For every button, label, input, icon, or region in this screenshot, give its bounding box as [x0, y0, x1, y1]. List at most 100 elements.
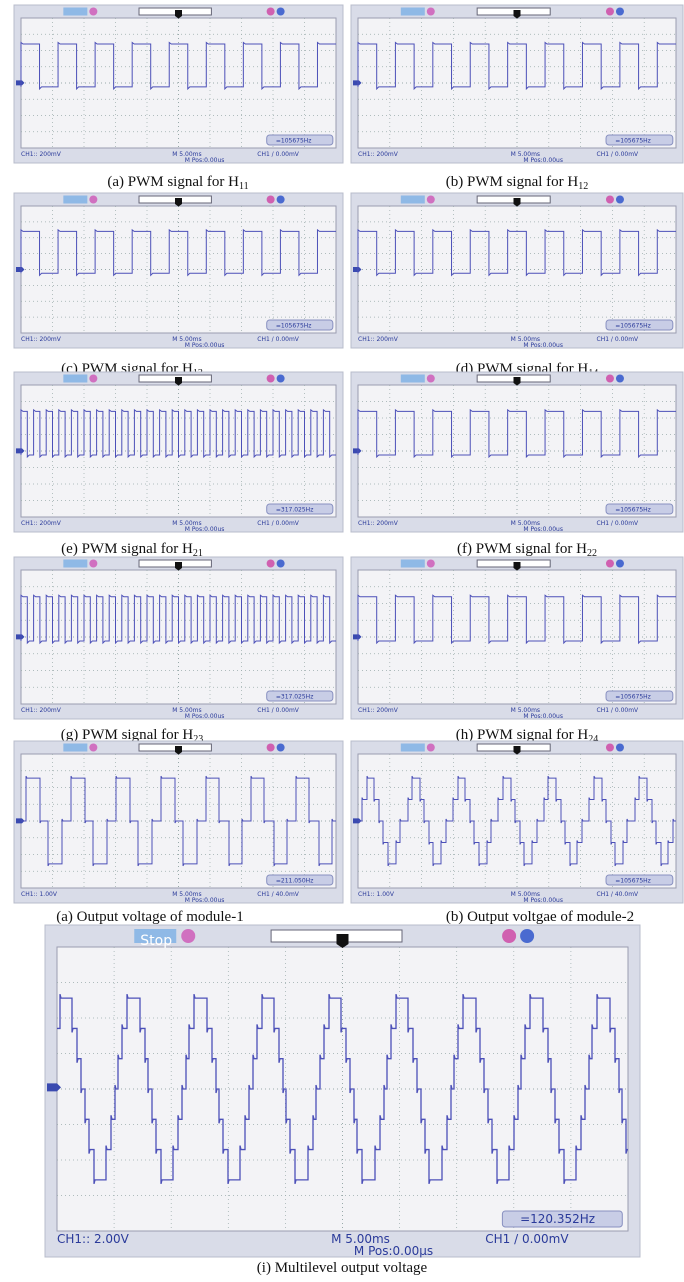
figure: =105675HzCH1:: 200mVM 5.00msM Pos:0.00us… — [0, 0, 684, 1282]
freq-text: =105675Hz — [276, 138, 312, 145]
status-box — [401, 560, 425, 568]
freq-text: =105675Hz — [615, 138, 651, 145]
status-text: Stop — [140, 933, 172, 949]
icon — [277, 560, 285, 568]
status-box — [63, 744, 87, 752]
trigger-level: CH1 / 0.00mV — [257, 707, 300, 714]
channel-scale: CH1:: 200mV — [21, 151, 62, 158]
scope-panel: =105675HzCH1:: 200mVM 5.00msM Pos:0.00us… — [14, 5, 343, 164]
caption: (e) PWM signal for H21 — [61, 541, 203, 559]
trigger-level: CH1 / 0.00mV — [257, 336, 300, 343]
trigger-level: CH1 / 0.00mV — [597, 336, 640, 343]
trigger-level: CH1 / 40.0mV — [257, 891, 300, 898]
freq-text: =105675Hz — [615, 878, 651, 885]
trigger-level: CH1 / 0.00mV — [597, 520, 640, 527]
caption: (b) Output voltgae of module-2 — [446, 909, 634, 925]
time-position: M Pos:0.00µs — [354, 1244, 433, 1258]
freq-text: =317.025Hz — [276, 694, 314, 701]
caption-text: (i) Multilevel output voltage — [257, 1260, 428, 1276]
caption-text: (b) PWM signal for H — [446, 174, 579, 190]
freq-text: =105675Hz — [276, 323, 312, 330]
scope-panel: =211.050HzCH1:: 1.00VM 5.00msM Pos:0.00u… — [14, 741, 343, 904]
icon — [277, 196, 285, 204]
icon — [427, 744, 435, 752]
freq-text: =105675Hz — [615, 507, 651, 514]
icon — [427, 196, 435, 204]
time-position: M Pos:0.00us — [523, 157, 563, 164]
trigger-level: CH1 / 40.0mV — [597, 891, 640, 898]
time-position: M Pos:0.00us — [185, 157, 225, 164]
caption: (i) Multilevel output voltage — [257, 1260, 428, 1276]
time-position: M Pos:0.00us — [523, 342, 563, 349]
caption-text: (e) PWM signal for H — [61, 541, 193, 557]
channel-scale: CH1:: 200mV — [21, 707, 62, 714]
icon — [89, 744, 97, 752]
time-position: M Pos:0.00us — [185, 713, 225, 720]
icon — [89, 196, 97, 204]
channel-scale: CH1:: 1.00V — [21, 891, 58, 898]
icon — [502, 929, 516, 943]
screen — [21, 206, 336, 333]
icon — [181, 929, 195, 943]
screen — [57, 947, 628, 1231]
caption-text: (b) Output voltgae of module-2 — [446, 909, 634, 925]
icon — [427, 560, 435, 568]
caption-subscript: 12 — [578, 181, 588, 192]
channel-scale: CH1:: 200mV — [358, 336, 399, 343]
icon — [606, 560, 614, 568]
screen — [358, 206, 676, 333]
icon — [267, 375, 275, 383]
freq-text: =317.025Hz — [276, 507, 314, 514]
icon — [89, 560, 97, 568]
channel-scale: CH1:: 200mV — [358, 520, 399, 527]
status-box — [63, 8, 87, 16]
time-position: M Pos:0.00us — [523, 526, 563, 533]
caption: (a) PWM signal for H11 — [107, 174, 248, 192]
scope-panel: =317.025HzCH1:: 200mVM 5.00msM Pos:0.00u… — [14, 372, 343, 533]
channel-scale: CH1:: 200mV — [21, 520, 62, 527]
caption: (b) PWM signal for H12 — [446, 174, 588, 192]
icon — [277, 375, 285, 383]
icon — [277, 8, 285, 16]
caption: (a) Output voltage of module-1 — [56, 909, 243, 925]
icon — [616, 196, 624, 204]
status-box — [63, 375, 87, 383]
trigger-level: CH1 / 0.00mV — [257, 151, 300, 158]
icon — [606, 196, 614, 204]
caption-text: (f) PWM signal for H — [457, 541, 587, 557]
icon — [606, 8, 614, 16]
freq-text: =211.050Hz — [276, 878, 314, 885]
status-box — [401, 744, 425, 752]
icon — [427, 8, 435, 16]
channel-scale: CH1:: 2.00V — [57, 1232, 130, 1246]
time-position: M Pos:0.00us — [523, 713, 563, 720]
icon — [89, 375, 97, 383]
caption-text: (a) PWM signal for H — [107, 174, 239, 190]
caption-subscript: 11 — [239, 181, 249, 192]
caption: (f) PWM signal for H22 — [457, 541, 597, 559]
status-box — [63, 560, 87, 568]
icon — [427, 375, 435, 383]
time-position: M Pos:0.00us — [185, 342, 225, 349]
icon — [267, 8, 275, 16]
icon — [616, 744, 624, 752]
status-box — [401, 375, 425, 383]
scope-panel: Stop=120.352HzCH1:: 2.00VM 5.00msM Pos:0… — [45, 925, 640, 1258]
trigger-level: CH1 / 0.00mV — [597, 151, 640, 158]
icon — [616, 375, 624, 383]
status-box — [401, 8, 425, 16]
icon — [267, 744, 275, 752]
freq-text: =105675Hz — [615, 694, 651, 701]
scope-panel: =105675HzCH1:: 200mVM 5.00msM Pos:0.00us… — [14, 193, 343, 349]
time-position: M Pos:0.00us — [185, 526, 225, 533]
trigger-level: CH1 / 0.00mV — [257, 520, 300, 527]
status-box — [63, 196, 87, 204]
freq-text: =120.352Hz — [520, 1212, 595, 1226]
trigger-level: CH1 / 0.00mV — [597, 707, 640, 714]
icon — [606, 375, 614, 383]
